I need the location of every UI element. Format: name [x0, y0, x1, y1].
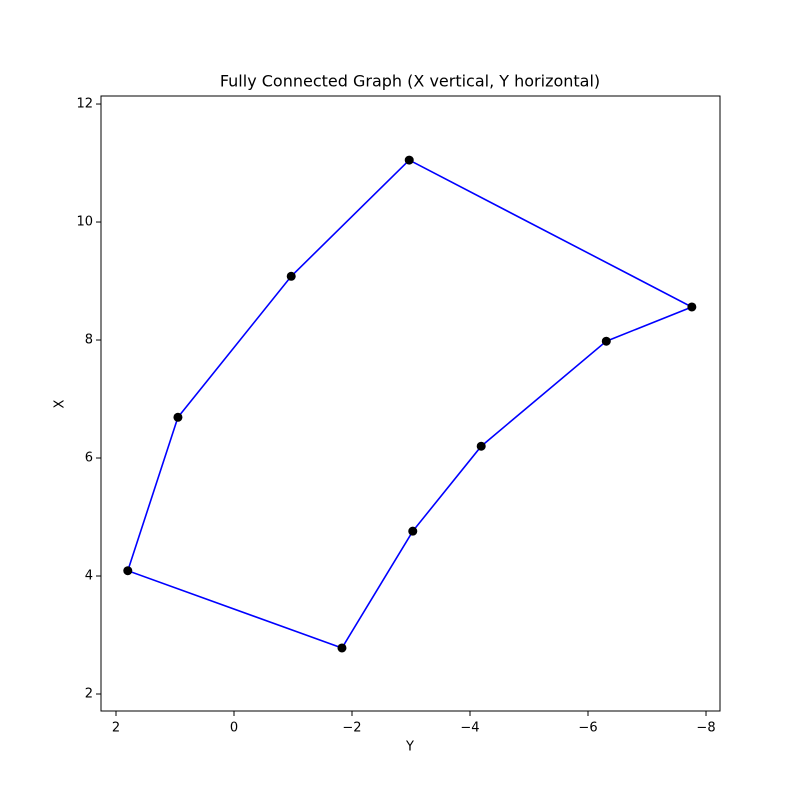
- marker: [476, 441, 486, 451]
- y-tick-label: 4: [85, 569, 93, 584]
- marker: [286, 271, 296, 281]
- x-tick-label: 2: [112, 721, 120, 736]
- x-tick-label: −4: [460, 721, 479, 736]
- x-tick-label: 0: [230, 721, 238, 736]
- marker: [173, 412, 183, 422]
- y-tick-label: 2: [85, 687, 93, 702]
- x-tick-label: −2: [342, 721, 361, 736]
- marker: [123, 566, 133, 576]
- marker: [404, 155, 414, 165]
- y-axis-label: X: [53, 399, 68, 408]
- x-tick-label: −6: [578, 721, 597, 736]
- y-tick-label: 6: [85, 451, 93, 466]
- x-tick-label: −8: [696, 721, 715, 736]
- marker: [408, 526, 418, 536]
- marker: [687, 302, 697, 312]
- x-axis-label: Y: [405, 740, 414, 755]
- marker: [601, 336, 611, 346]
- chart-title: Fully Connected Graph (X vertical, Y hor…: [220, 72, 600, 91]
- y-tick-label: 12: [76, 97, 93, 112]
- line: [126, 159, 694, 649]
- plot-frame: [100, 95, 721, 712]
- y-tick-label: 10: [76, 215, 93, 230]
- y-tick-label: 8: [85, 333, 93, 348]
- marker: [337, 643, 347, 653]
